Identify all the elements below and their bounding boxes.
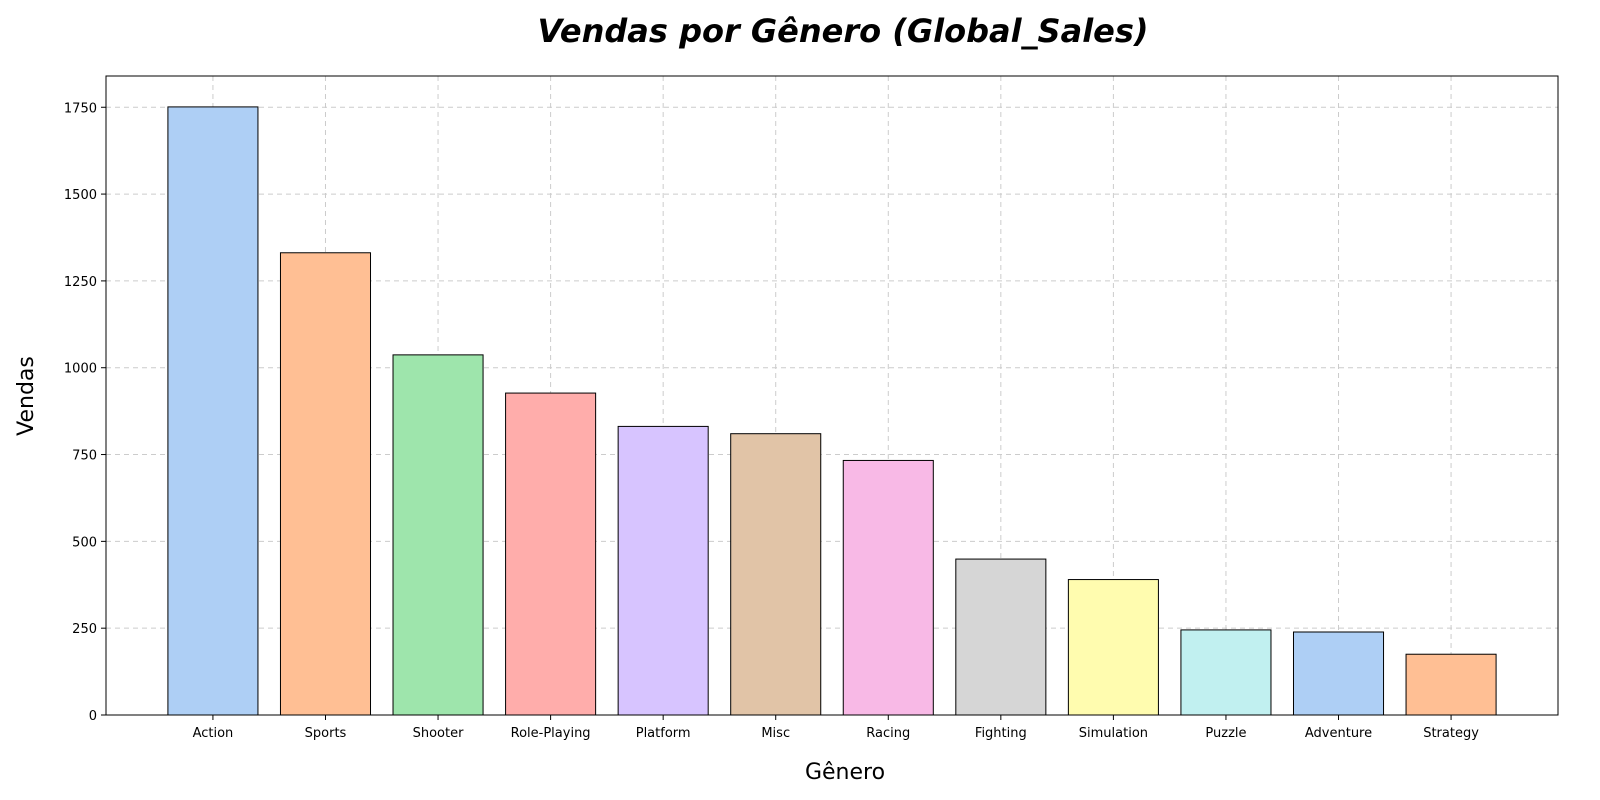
chart-title: Vendas por Gênero (Global_Sales) (537, 12, 1148, 50)
y-tick-label: 1750 (64, 101, 97, 116)
x-tick-label: Adventure (1305, 726, 1372, 741)
x-tick-label: Strategy (1423, 726, 1479, 741)
bar-platform (617, 425, 709, 716)
plot-frame (105, 75, 1559, 716)
y-tick-label: 250 (72, 622, 97, 637)
y-tick-label: 1000 (64, 362, 97, 377)
x-tick-label: Racing (866, 726, 910, 741)
y-tick-label: 0 (89, 709, 97, 724)
x-tick-label: Shooter (413, 726, 464, 741)
x-axis-ticks: Action Sports Shooter Role-Playing Platform M… (193, 715, 1479, 741)
y-axis-label: Vendas (14, 356, 39, 436)
bar-racing (842, 459, 934, 716)
x-tick-label: Action (193, 726, 234, 741)
x-tick-label: Puzzle (1205, 726, 1246, 741)
x-tick-label: Fighting (975, 726, 1027, 741)
x-tick-label: Platform (636, 726, 691, 741)
y-tick-label: 1250 (64, 275, 97, 290)
x-tick-label: Role-Playing (511, 726, 591, 741)
y-tick-label: 750 (72, 449, 97, 464)
y-axis-ticks: 0 250 500 750 1000 1250 1500 1750 (64, 101, 106, 724)
x-axis-label: Gênero (805, 760, 885, 785)
y-tick-label: 500 (72, 535, 97, 550)
bar-puzzle (1180, 629, 1272, 716)
bar-sports (279, 252, 372, 716)
bar-misc (730, 433, 822, 716)
bars (167, 106, 1497, 716)
bar-simulation (1067, 579, 1159, 716)
bar-action (167, 106, 259, 716)
bar-adventure (1292, 631, 1385, 716)
x-tick-label: Sports (305, 726, 347, 741)
bar-shooter (392, 354, 484, 716)
y-tick-label: 1500 (64, 188, 97, 203)
bar-fighting (955, 558, 1047, 716)
x-tick-label: Simulation (1079, 726, 1148, 741)
bar-strategy (1405, 653, 1497, 716)
x-tick-label: Misc (761, 726, 790, 741)
bar-role-playing (505, 392, 597, 716)
